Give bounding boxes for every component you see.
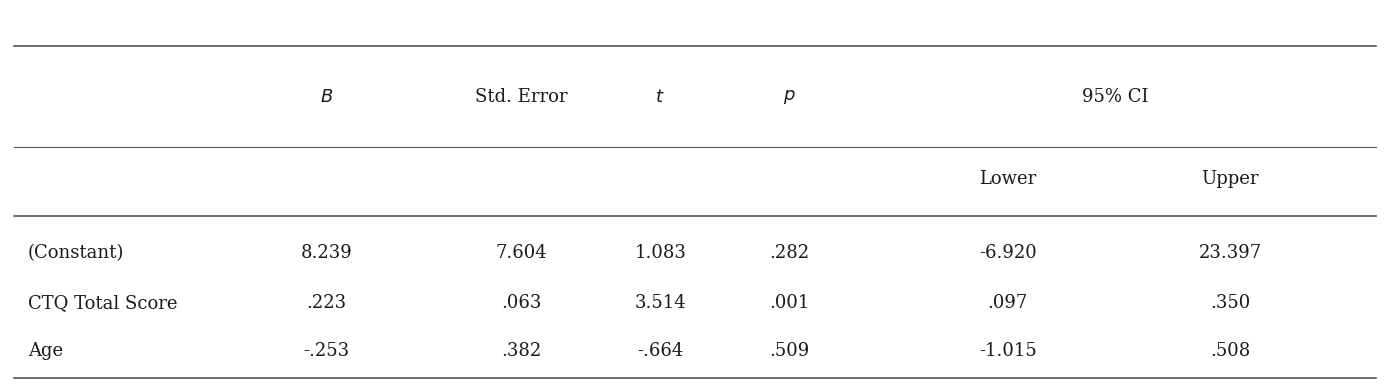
Text: .350: .350	[1211, 294, 1250, 312]
Text: 7.604: 7.604	[495, 244, 548, 262]
Text: .508: .508	[1211, 342, 1250, 360]
Text: 3.514: 3.514	[634, 294, 687, 312]
Text: .223: .223	[307, 294, 346, 312]
Text: $p$: $p$	[783, 88, 796, 105]
Text: CTQ Total Score: CTQ Total Score	[28, 294, 178, 312]
Text: .509: .509	[770, 342, 809, 360]
Text: Std. Error: Std. Error	[475, 88, 567, 105]
Text: .282: .282	[770, 244, 809, 262]
Text: 95% CI: 95% CI	[1083, 88, 1148, 105]
Text: (Constant): (Constant)	[28, 244, 124, 262]
Text: .001: .001	[769, 294, 810, 312]
Text: $t$: $t$	[656, 88, 664, 105]
Text: .382: .382	[502, 342, 541, 360]
Text: Upper: Upper	[1201, 171, 1259, 188]
Text: -.664: -.664	[637, 342, 684, 360]
Text: Age: Age	[28, 342, 63, 360]
Text: 8.239: 8.239	[300, 244, 353, 262]
Text: Lower: Lower	[979, 171, 1037, 188]
Text: -6.920: -6.920	[979, 244, 1037, 262]
Text: .063: .063	[500, 294, 542, 312]
Text: $B$: $B$	[320, 88, 334, 105]
Text: -.253: -.253	[303, 342, 350, 360]
Text: .097: .097	[988, 294, 1027, 312]
Text: -1.015: -1.015	[979, 342, 1037, 360]
Text: 23.397: 23.397	[1198, 244, 1262, 262]
Text: 1.083: 1.083	[634, 244, 687, 262]
